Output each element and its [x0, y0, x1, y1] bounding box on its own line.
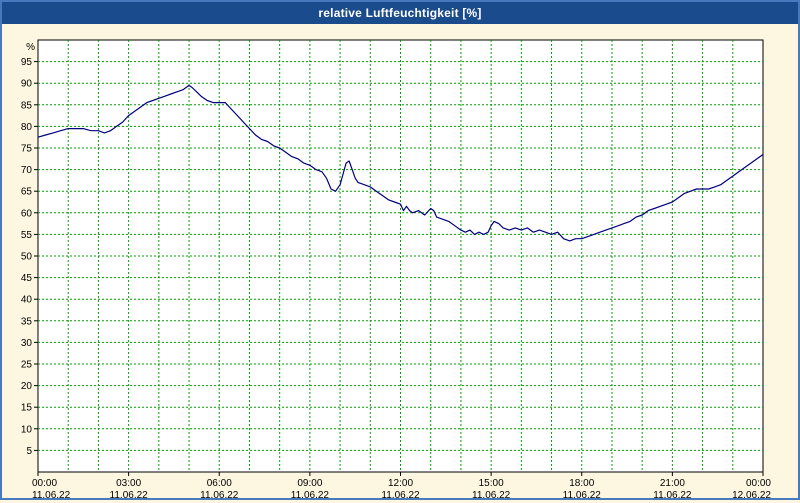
y-tick-label: 70 — [21, 165, 33, 176]
x-tick-time-label: 00:00 — [746, 478, 771, 489]
x-tick-time-label: 03:00 — [116, 478, 141, 489]
x-tick-date-label: 11.06.22 — [291, 490, 330, 498]
x-tick-time-label: 21:00 — [660, 478, 685, 489]
grid-lines — [38, 40, 763, 472]
x-tick-time-label: 12:00 — [388, 478, 413, 489]
chart-title-bar: relative Luftfeuchtigkeit [%] — [2, 2, 798, 24]
x-tick-time-label: 09:00 — [297, 478, 322, 489]
x-tick-date-label: 11.06.22 — [381, 490, 420, 498]
x-tick-date-label: 11.06.22 — [472, 490, 511, 498]
y-tick-label: 85 — [21, 100, 33, 111]
y-tick-label: 35 — [21, 316, 33, 327]
x-tick-time-label: 00:00 — [32, 478, 57, 489]
y-tick-label: 60 — [21, 208, 33, 219]
chart-title: relative Luftfeuchtigkeit [%] — [318, 6, 482, 20]
y-axis: 5 10 15 20 25 30 35 40 45 50 55 60 65 70 75 80 85 90 95 — [21, 57, 38, 457]
y-tick-label: 40 — [21, 295, 33, 306]
x-tick-time-label: 06:00 — [207, 478, 232, 489]
y-tick-label: 95 — [21, 57, 33, 68]
humidity-line-chart: % 5 10 15 20 25 30 35 40 45 50 55 60 65 70 75 80 85 90 95 00… — [21, 39, 771, 501]
y-tick-label: 55 — [21, 230, 33, 241]
y-tick-label: 30 — [21, 338, 33, 349]
y-tick-label: 5 — [26, 446, 32, 457]
y-tick-label: 45 — [21, 273, 33, 284]
x-tick-time-label: 18:00 — [569, 478, 594, 489]
y-tick-label: 75 — [21, 144, 33, 155]
y-tick-label: 65 — [21, 187, 33, 198]
x-tick-date-label: 11.06.22 — [653, 490, 692, 498]
y-tick-label: 80 — [21, 122, 33, 133]
x-tick-date-label: 11.06.22 — [32, 490, 71, 498]
y-tick-label: 90 — [21, 79, 33, 90]
chart-area: % 5 10 15 20 25 30 35 40 45 50 55 60 65 70 75 80 85 90 95 00… — [2, 24, 798, 501]
y-tick-label: 20 — [21, 381, 33, 392]
x-tick-date-label: 11.06.22 — [110, 490, 149, 498]
y-tick-label: 50 — [21, 252, 33, 263]
x-tick-date-label: 11.06.22 — [563, 490, 602, 498]
y-axis-unit-label: % — [26, 42, 35, 53]
y-tick-label: 10 — [21, 424, 33, 435]
humidity-series-line — [37, 84, 764, 242]
x-tick-date-label: 11.06.22 — [200, 490, 239, 498]
y-tick-label: 15 — [21, 403, 33, 414]
y-tick-label: 25 — [21, 360, 33, 371]
x-axis: 00:0011.06.2203:0011.06.2206:0011.06.220… — [32, 472, 771, 501]
x-tick-date-label: 12.06.22 — [732, 490, 771, 498]
x-tick-time-label: 15:00 — [479, 478, 504, 489]
